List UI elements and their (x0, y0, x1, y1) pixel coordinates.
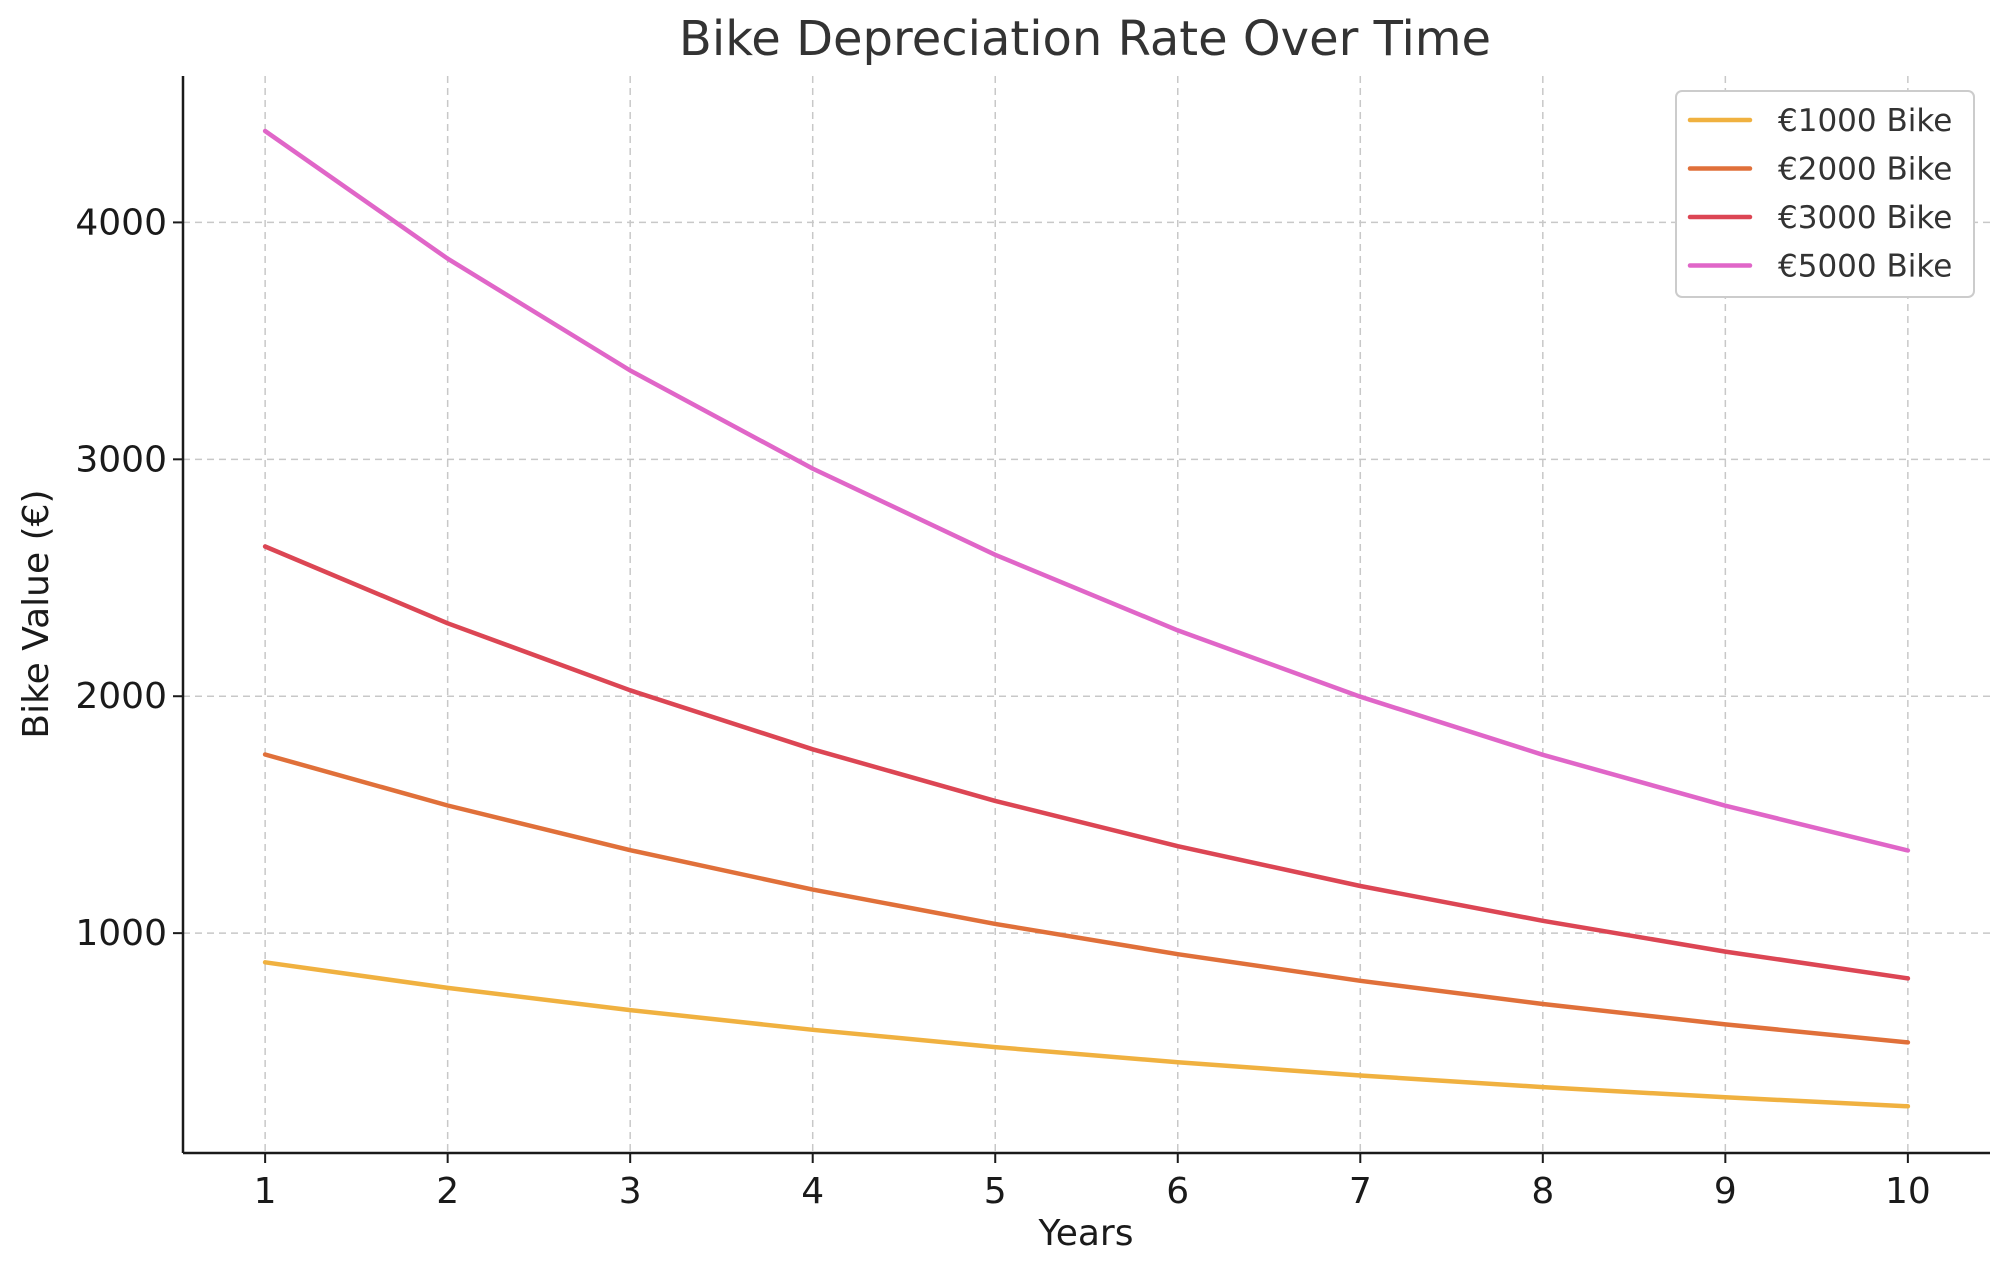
legend-box (1675, 90, 1975, 298)
x-tick-label: 7 (1349, 1171, 1372, 1212)
axes (181, 76, 1990, 1155)
legend-label: €3000 Bike (1778, 200, 1952, 236)
x-tick-label: 9 (1714, 1171, 1737, 1212)
x-tick-label: 2 (436, 1171, 459, 1212)
x-ticks: 1 2 3 4 5 6 7 8 9 10 (254, 1153, 1931, 1212)
y-tick-label: 1000 (75, 913, 167, 954)
chart-title: Bike Depreciation Rate Over Time (679, 11, 1491, 67)
y-tick-label: 2000 (75, 676, 167, 717)
y-tick-label: 4000 (75, 202, 167, 243)
legend-label: €2000 Bike (1778, 152, 1952, 188)
y-axis-label: Bike Value (€) (16, 489, 57, 738)
grid (183, 76, 1990, 1153)
series-line-1 (262, 960, 1911, 1109)
y-tick-label: 3000 (75, 439, 167, 480)
x-tick-label: 3 (619, 1171, 642, 1212)
x-tick-label: 5 (984, 1171, 1007, 1212)
series-line-3 (262, 544, 1911, 981)
legend-label: €1000 Bike (1778, 103, 1952, 139)
x-tick-label: 6 (1166, 1171, 1189, 1212)
x-tick-label: 10 (1885, 1171, 1931, 1212)
x-tick-label: 4 (801, 1171, 824, 1212)
x-tick-label: 1 (254, 1171, 277, 1212)
x-axis-label: Years (1038, 1213, 1134, 1254)
legend: €1000 Bike €2000 Bike €3000 Bike €5000 Bike (1675, 90, 1975, 298)
series-line-2 (262, 752, 1911, 1045)
series-lines (262, 128, 1911, 1109)
y-ticks: 1000 2000 3000 4000 (75, 202, 183, 954)
x-tick-label: 8 (1531, 1171, 1554, 1212)
series-line-4 (262, 128, 1911, 853)
legend-label: €5000 Bike (1778, 249, 1952, 285)
